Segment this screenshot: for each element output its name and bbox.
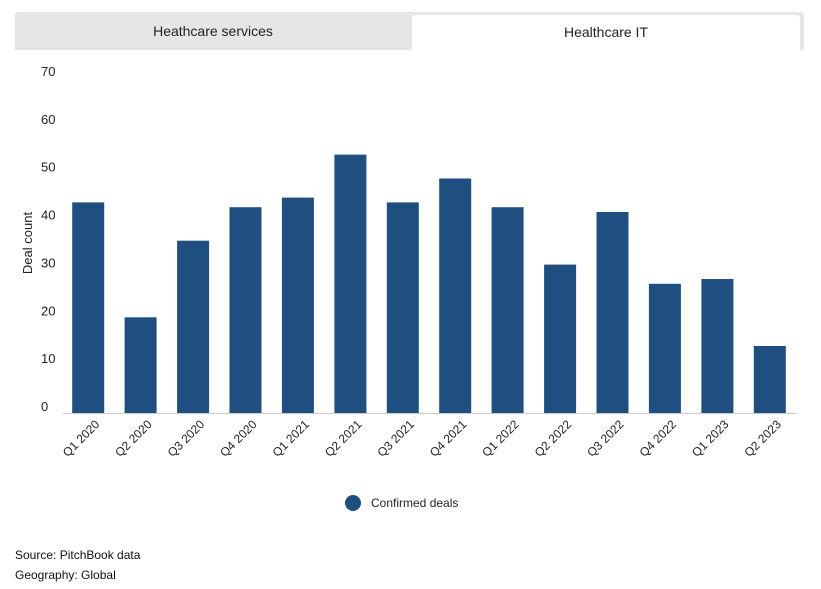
y-tick-label: 70	[41, 64, 55, 79]
bar[interactable]	[701, 279, 734, 413]
x-tick-label: Q1 2022	[479, 417, 522, 460]
y-tick-label: 20	[41, 303, 55, 318]
tab-healthcare-services[interactable]: Heathcare services	[153, 23, 273, 39]
y-tick-label: 10	[41, 351, 55, 366]
bar[interactable]	[72, 202, 105, 413]
bar[interactable]	[648, 283, 681, 413]
legend-label[interactable]: Confirmed deals	[371, 496, 459, 510]
bar[interactable]	[491, 207, 524, 413]
x-tick-label: Q2 2021	[322, 417, 365, 460]
bar[interactable]	[753, 346, 786, 413]
bar[interactable]	[177, 240, 210, 413]
bar[interactable]	[386, 202, 419, 413]
x-tick-label: Q2 2023	[741, 417, 784, 460]
source-note: Source: PitchBook data	[15, 548, 141, 562]
y-tick-label: 40	[41, 208, 55, 223]
bar[interactable]	[439, 178, 472, 414]
bar[interactable]	[229, 207, 262, 413]
bar[interactable]	[596, 212, 629, 413]
x-tick-label: Q3 2020	[165, 417, 208, 460]
x-tick-label: Q4 2021	[427, 417, 470, 460]
bar[interactable]	[334, 154, 367, 413]
chart-footnotes: Source: PitchBook data Geography: Global	[15, 545, 140, 585]
y-tick-label: 60	[41, 112, 55, 127]
y-tick-label: 50	[41, 160, 55, 175]
bar[interactable]	[544, 264, 577, 413]
x-tick-label: Q4 2022	[637, 417, 680, 460]
tab-healthcare-it[interactable]: Healthcare IT	[412, 15, 800, 50]
bar[interactable]	[281, 197, 314, 413]
x-tick-label: Q4 2020	[217, 417, 260, 460]
geography-note: Geography: Global	[15, 568, 116, 582]
x-tick-label: Q1 2023	[689, 417, 732, 460]
y-tick-label: 30	[41, 255, 55, 270]
x-tick-label: Q3 2022	[584, 417, 627, 460]
bar[interactable]	[124, 317, 157, 413]
tab-bar: Heathcare services Healthcare IT	[15, 12, 804, 50]
x-tick-label: Q3 2021	[374, 417, 417, 460]
x-tick-label: Q2 2020	[112, 417, 155, 460]
x-tick-label: Q2 2022	[532, 417, 575, 460]
x-tick-label: Q1 2021	[270, 417, 313, 460]
y-tick-label: 0	[41, 399, 48, 414]
y-axis-label: Deal count	[20, 212, 35, 275]
x-tick-label: Q1 2020	[60, 417, 103, 460]
legend: Confirmed deals	[345, 494, 458, 512]
legend-marker[interactable]	[345, 495, 361, 511]
